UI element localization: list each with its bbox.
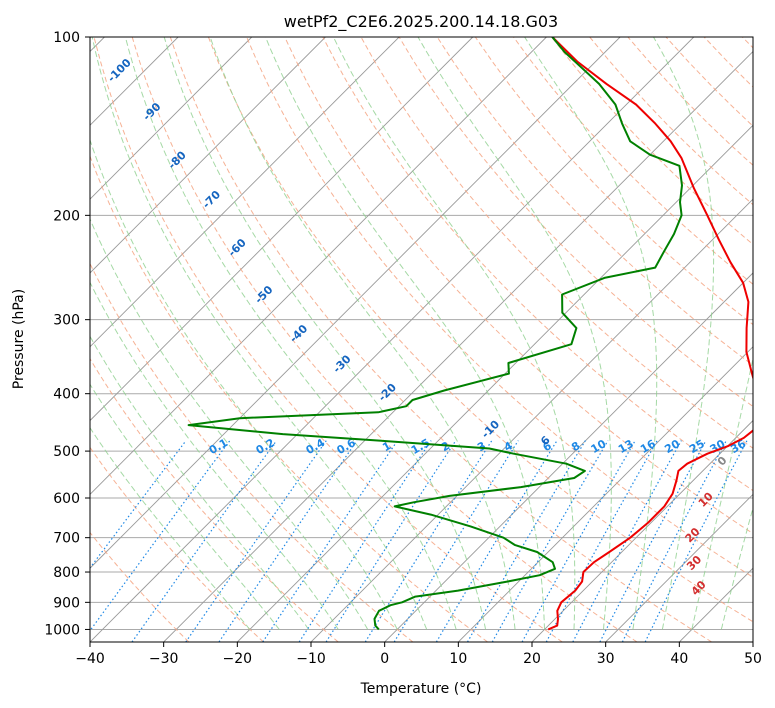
y-tick-label: 200 [53,208,80,224]
mixing-ratio-line [435,440,558,642]
isotherm-line [458,346,753,642]
moist-adiabat-line [163,37,487,630]
y-tick-label: 900 [53,595,80,611]
dry-adiabat-line [90,446,264,642]
dry-adiabat-line [90,154,488,642]
dry-adiabat-line [207,37,753,623]
dry-adiabat-line [284,37,753,535]
moist-adiabat-line [90,426,251,630]
moist-adiabat-line [691,356,753,630]
mixing-ratio-line [131,440,277,642]
mixing-ratio-line [218,440,358,642]
y-tick-label: 1000 [44,622,80,638]
mixing-ratio-line [545,440,658,642]
plot-frame [89,36,754,643]
x-tick-label: 40 [670,651,688,667]
mixing-ratio-line [262,440,398,642]
moist-adiabat-line [91,37,428,630]
dry-adiabat-line [93,37,563,642]
moist-adiabat-line [124,37,457,630]
isotherm-line [90,37,474,422]
dry-adiabat-line [360,37,753,449]
y-tick-label: 300 [53,313,80,329]
dry-adiabat-line [90,531,190,642]
y-tick-label: 800 [53,565,80,581]
x-tick-label: 50 [744,651,762,667]
isotherm-line [90,37,400,348]
moist-adiabat-line [265,37,545,630]
dry-adiabat-line [169,37,712,642]
isotherm-line [384,272,753,642]
mixing-ratio-line [572,440,682,642]
x-tick-label: 10 [449,651,467,667]
isotherm-line [237,124,753,642]
mixing-ratio-line [393,440,519,642]
temperature-line [547,37,753,631]
dry-adiabat-line [513,37,753,285]
isotherm-line [605,493,753,642]
y-axis-label: Pressure (hPa) [11,289,27,389]
moist-adiabat-line [209,37,516,630]
moist-adiabat-line [653,37,715,630]
y-tick-label: 600 [53,491,80,507]
mixing-ratio-line [521,440,636,642]
x-tick-label: −20 [223,651,253,667]
x-tick-label: 20 [523,651,541,667]
moist-adiabat-line [90,138,398,630]
mixing-ratio-line [185,440,327,642]
mixing-ratio-line [466,440,586,642]
dry-adiabat-line [131,37,638,642]
moist-adiabat-line [90,383,280,630]
x-tick-label: −40 [75,651,105,667]
dry-adiabat-line [90,357,339,642]
mixing-ratio-line [644,440,748,642]
dewpoint-line [187,37,683,631]
moist-adiabat-line [90,217,369,630]
mixing-ratio-line [364,440,493,642]
y-tick-label: 100 [53,30,80,46]
x-axis-label: Temperature (°C) [360,681,482,697]
x-tick-label: 0 [380,651,389,667]
isotherm-line [531,419,753,642]
dry-adiabat-line [322,37,753,492]
dry-adiabat-line [436,37,753,366]
moist-adiabat-line [417,37,612,630]
mixing-ratio-line [325,440,457,642]
x-axis: −40 −30 −20 −10 0 10 20 30 40 50 [75,642,762,667]
dry-adiabat-line [90,262,414,642]
isotherm-line [90,37,695,642]
mixing-ratio-line [90,440,231,632]
y-axis: 100 200 300 400 500 600 700 800 900 1000 [44,30,90,638]
isotherm-line [90,37,621,569]
profile-lines [187,37,753,631]
y-tick-label: 500 [53,444,80,460]
isotherm-line [90,37,547,496]
x-tick-label: 30 [597,651,615,667]
isotherm-line [90,37,253,200]
x-tick-label: −10 [296,651,326,667]
moist-adiabat-line [524,37,658,630]
y-tick-label: 400 [53,387,80,403]
y-tick-label: 700 [53,531,80,547]
x-tick-label: −30 [149,651,179,667]
chart-title: wetPf2_C2E6.2025.200.14.18.G03 [284,12,558,32]
mixing-ratio-line [298,440,432,642]
isotherm-line [90,37,326,274]
background-lines [90,37,753,642]
